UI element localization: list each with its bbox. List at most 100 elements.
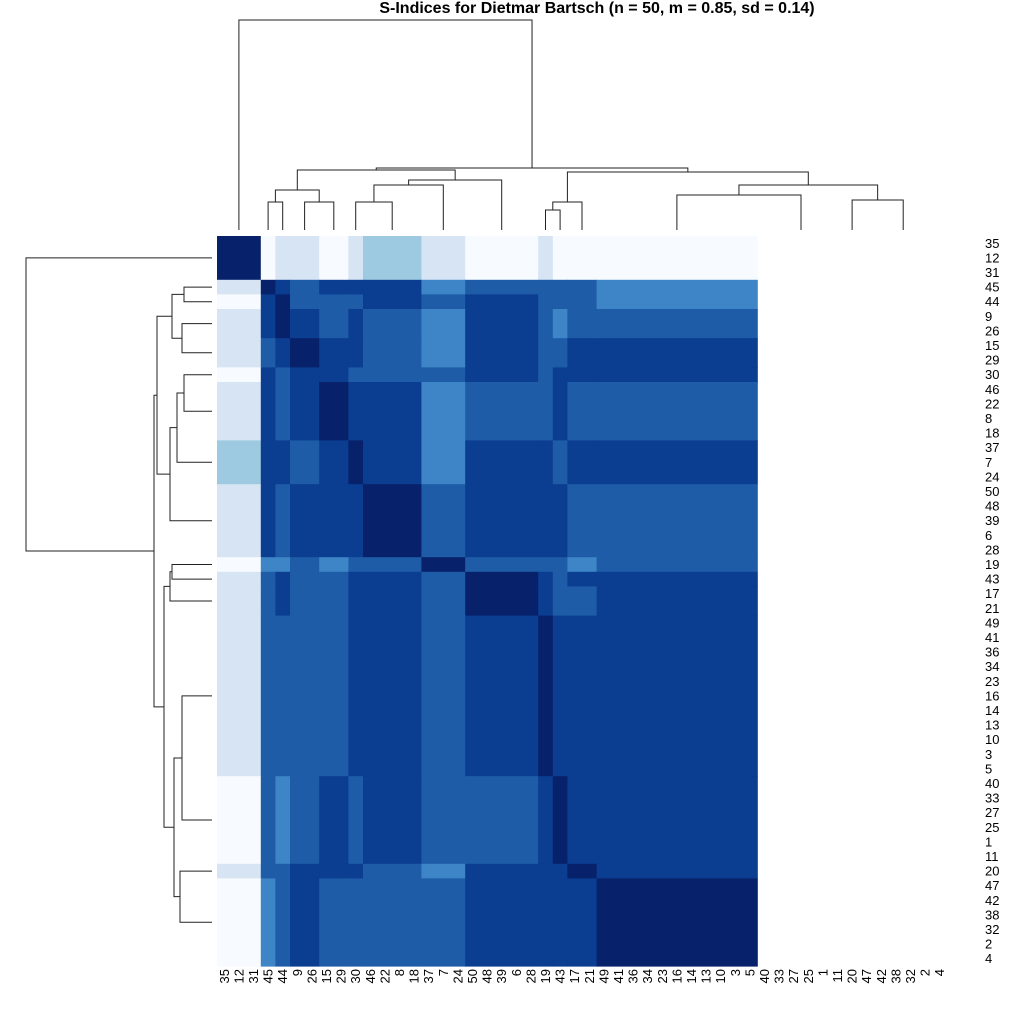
heatmap-cell bbox=[319, 382, 349, 441]
column-tick-label: 41 bbox=[611, 969, 626, 983]
heatmap-cell bbox=[552, 309, 568, 339]
heatmap-cell bbox=[260, 338, 276, 368]
heatmap-cell bbox=[363, 236, 422, 281]
column-tick-label: 30 bbox=[348, 969, 363, 983]
heatmap-cell bbox=[319, 586, 349, 617]
heatmap-cells bbox=[217, 236, 758, 967]
heatmap-cell bbox=[552, 571, 568, 587]
column-tick-label: 5 bbox=[742, 969, 757, 976]
column-tick-label: 48 bbox=[480, 969, 495, 983]
heatmap-cell bbox=[596, 382, 758, 441]
heatmap-cell bbox=[552, 863, 568, 879]
left-dendrogram-link bbox=[163, 585, 174, 828]
column-tick-label: 33 bbox=[772, 969, 787, 983]
heatmap-cell bbox=[217, 294, 262, 310]
heatmap-cell bbox=[363, 338, 422, 368]
column-tick-label: 18 bbox=[407, 969, 422, 983]
row-tick-label: 28 bbox=[985, 542, 999, 557]
column-tick-label: 46 bbox=[363, 969, 378, 983]
heatmap-cell bbox=[348, 440, 364, 485]
heatmap-cell bbox=[290, 309, 320, 339]
column-tick-label: 17 bbox=[567, 969, 582, 983]
heatmap-cell bbox=[275, 367, 291, 383]
column-tick-label: 35 bbox=[217, 969, 232, 983]
left-dendrogram-link bbox=[181, 323, 212, 354]
heatmap-cell bbox=[217, 557, 262, 573]
heatmap-cell bbox=[538, 440, 554, 485]
heatmap-cell bbox=[275, 878, 291, 967]
heatmap-cell bbox=[217, 338, 262, 368]
heatmap-cell bbox=[363, 615, 422, 777]
row-tick-label: 36 bbox=[985, 645, 999, 660]
heatmap-cell bbox=[363, 571, 422, 587]
left-dendrogram-link bbox=[183, 286, 212, 303]
row-tick-label: 46 bbox=[985, 382, 999, 397]
heatmap-cell bbox=[552, 338, 568, 368]
top-dendrogram-link bbox=[274, 189, 320, 202]
heatmap-cell bbox=[552, 279, 568, 295]
heatmap-cell bbox=[275, 382, 291, 441]
heatmap-cell bbox=[567, 557, 598, 573]
left-dendrogram-link bbox=[176, 392, 212, 463]
heatmap-cell bbox=[217, 382, 262, 441]
row-tick-label: 7 bbox=[985, 455, 992, 470]
column-tick-label: 37 bbox=[421, 969, 436, 983]
heatmap-cell bbox=[421, 615, 466, 777]
column-tick-label: 7 bbox=[436, 969, 451, 976]
row-tick-label: 8 bbox=[985, 411, 992, 426]
column-tick-label: 42 bbox=[874, 969, 889, 983]
heatmap-cell bbox=[348, 236, 364, 281]
heatmap-cell bbox=[290, 615, 320, 777]
heatmap-cell bbox=[465, 294, 539, 310]
heatmap-cell bbox=[465, 236, 539, 281]
heatmap-cell bbox=[319, 878, 349, 967]
heatmap-cell bbox=[596, 279, 758, 295]
heatmap-cell bbox=[217, 586, 262, 617]
heatmap-cell bbox=[260, 863, 276, 879]
left-dendrogram-link bbox=[181, 695, 212, 821]
column-tick-label: 31 bbox=[246, 969, 261, 983]
row-labels: 3512314544926152930462281837724504839628… bbox=[985, 236, 999, 966]
top-dendrogram-link bbox=[545, 209, 561, 230]
row-tick-label: 49 bbox=[985, 615, 999, 630]
heatmap-cell bbox=[465, 878, 539, 967]
heatmap-cell bbox=[421, 382, 466, 441]
left-dendrogram-link bbox=[179, 870, 212, 923]
heatmap-cell bbox=[567, 571, 598, 587]
heatmap-cell bbox=[552, 776, 568, 865]
top-dendrogram-link bbox=[355, 201, 393, 230]
column-tick-label: 49 bbox=[596, 969, 611, 983]
heatmap-cell bbox=[348, 776, 364, 865]
heatmap-cell bbox=[421, 557, 466, 573]
column-tick-label: 45 bbox=[261, 969, 276, 983]
heatmap-cell bbox=[275, 863, 291, 879]
heatmap-cell bbox=[567, 367, 598, 383]
row-tick-label: 45 bbox=[985, 280, 999, 295]
heatmap-cell bbox=[363, 863, 422, 879]
heatmap-cell bbox=[260, 586, 276, 617]
heatmap-cell bbox=[275, 484, 291, 558]
top-dendrogram-link bbox=[304, 201, 335, 230]
heatmap-cell bbox=[363, 484, 422, 558]
heatmap-cell bbox=[348, 571, 364, 587]
heatmap-cell bbox=[596, 236, 758, 281]
heatmap-cell bbox=[596, 878, 758, 967]
heatmap-cell bbox=[538, 586, 554, 617]
heatmap-cell bbox=[290, 440, 320, 485]
heatmap-cell bbox=[363, 294, 422, 310]
heatmap-cell bbox=[363, 557, 422, 573]
heatmap-cell bbox=[319, 279, 349, 295]
heatmap-cell bbox=[260, 484, 276, 558]
heatmap-cell bbox=[538, 338, 554, 368]
heatmap-cell bbox=[465, 586, 539, 617]
heatmap-cell bbox=[217, 571, 262, 587]
heatmap-cell bbox=[260, 309, 276, 339]
row-tick-label: 24 bbox=[985, 469, 999, 484]
row-tick-label: 33 bbox=[985, 791, 999, 806]
heatmap-cell bbox=[421, 878, 466, 967]
column-tick-label: 34 bbox=[640, 969, 655, 983]
column-tick-label: 19 bbox=[538, 969, 553, 983]
heatmap-cell bbox=[363, 382, 422, 441]
heatmap-cell bbox=[538, 878, 554, 967]
heatmap-cell bbox=[465, 440, 539, 485]
